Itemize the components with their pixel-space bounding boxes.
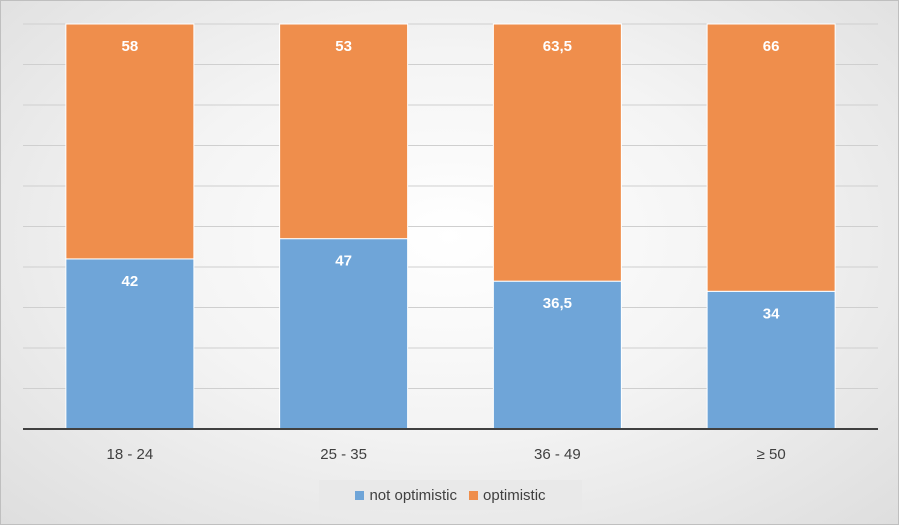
bar-optimistic-2 xyxy=(492,23,622,282)
bar-not-optimistic-3 xyxy=(706,290,836,430)
data-label: 66 xyxy=(763,38,780,55)
legend-label-optimistic: optimistic xyxy=(483,486,546,504)
bar-optimistic-1 xyxy=(279,23,409,240)
data-label: 34 xyxy=(763,305,780,322)
bar-optimistic-0 xyxy=(65,23,195,260)
legend-label-not-optimistic: not optimistic xyxy=(369,486,458,504)
data-label: 47 xyxy=(335,253,352,270)
legend-swatch-optimistic xyxy=(469,490,479,500)
data-label: 36,5 xyxy=(543,295,572,312)
data-label: 58 xyxy=(122,38,139,55)
legend-item-optimistic: optimistic xyxy=(469,487,546,504)
legend-swatch-not-optimistic xyxy=(355,490,365,500)
x-tick-label: 18 - 24 xyxy=(107,446,154,463)
legend-item-not-optimistic: not optimistic xyxy=(355,487,457,504)
data-label: 53 xyxy=(335,38,352,55)
legend: not optimistic optimistic xyxy=(319,480,582,510)
x-tick-label: ≥ 50 xyxy=(757,446,786,463)
x-tick-label: 36 - 49 xyxy=(534,446,581,463)
bar-not-optimistic-1 xyxy=(279,238,409,430)
stacked-bar-chart: 42 58 18 - 24 47 53 25 - 35 36,5 63,5 36 - 49 34 6… xyxy=(23,23,878,463)
data-label: 63,5 xyxy=(543,38,572,55)
data-label: 42 xyxy=(122,273,139,290)
bar-optimistic-3 xyxy=(706,23,836,292)
x-tick-label: 25 - 35 xyxy=(320,446,367,463)
